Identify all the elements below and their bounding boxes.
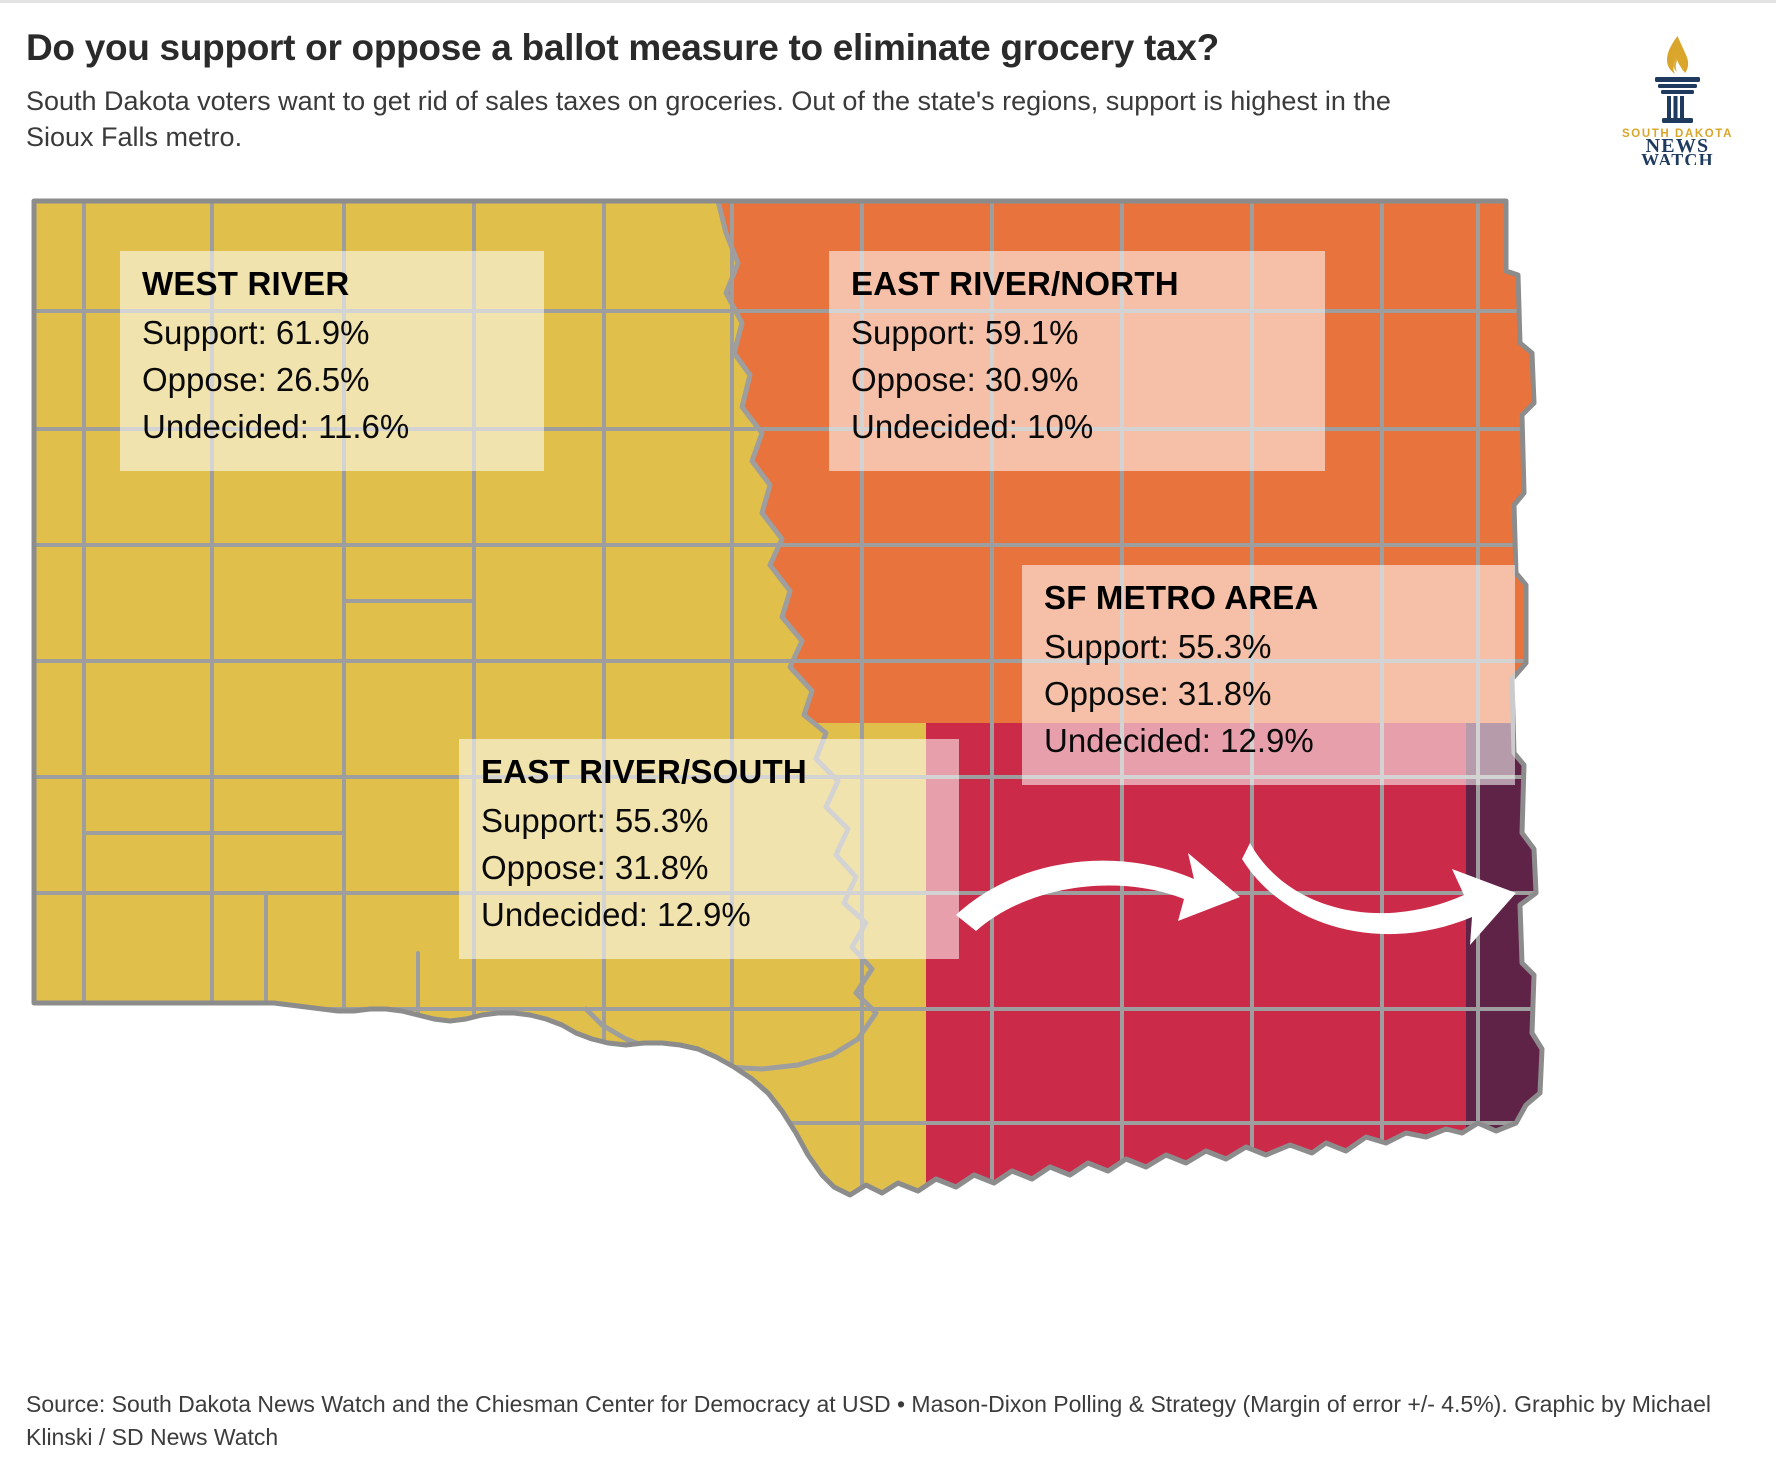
callout-title-east-river-south: EAST RIVER/SOUTH [481, 753, 807, 790]
logo-word-news: NEWS [1646, 135, 1710, 157]
header: Do you support or oppose a ballot measur… [26, 26, 1586, 155]
callout-oppose-west-river: Oppose: 26.5% [142, 360, 370, 398]
callout-title-sf-metro: SF METRO AREA [1044, 579, 1319, 616]
page-subtitle: South Dakota voters want to get rid of s… [26, 85, 1391, 152]
callout-oppose-east-river-north: Oppose: 30.9% [851, 360, 1079, 398]
callout-title-west-river: WEST RIVER [142, 265, 350, 302]
region-fill-sf-metro [1466, 723, 1542, 1195]
callout-support-sf-metro: Support: 55.3% [1044, 628, 1272, 665]
callout-oppose-sf-metro: Oppose: 31.8% [1044, 674, 1272, 712]
callout-sf-metro: SF METRO AREA Support: 55.3% Oppose: 31.… [1022, 565, 1515, 785]
callout-oppose-east-river-south: Oppose: 31.8% [481, 848, 709, 886]
callout-undecided-east-river-north: Undecided: 10% [851, 407, 1094, 445]
sd-news-watch-logo: SOUTH DAKOTA NEWS WATCH [1615, 30, 1740, 165]
map-pointer-arrows [956, 843, 1516, 945]
callout-undecided-west-river: Undecided: 11.6% [142, 407, 410, 445]
callout-undecided-sf-metro: Undecided: 12.9% [1044, 721, 1314, 759]
state-outline [31, 198, 1545, 1198]
page-title: Do you support or oppose a ballot measur… [26, 27, 1219, 68]
callout-support-east-river-south: Support: 55.3% [481, 802, 709, 839]
logo-top-line: SOUTH DAKOTA [1622, 128, 1733, 140]
arrow-one-icon [956, 853, 1240, 931]
top-divider [0, 0, 1776, 3]
callout-east-river-south: EAST RIVER/SOUTH Support: 55.3% Oppose: … [459, 739, 959, 959]
callout-support-east-river-north: Support: 59.1% [851, 314, 1079, 351]
logo-word-watch: WATCH [1641, 150, 1714, 165]
callout-support-west-river: Support: 61.9% [142, 314, 370, 351]
callout-title-east-river-north: EAST RIVER/NORTH [851, 265, 1179, 302]
logo-torch-icon: SOUTH DAKOTA NEWS WATCH [1622, 36, 1733, 165]
callout-east-river-north: EAST RIVER/NORTH Support: 59.1% Oppose: … [829, 251, 1325, 471]
callout-west-river: WEST RIVER Support: 61.9% Oppose: 26.5% … [120, 251, 544, 471]
callout-undecided-east-river-south: Undecided: 12.9% [481, 895, 751, 933]
arrow-two-icon [1242, 843, 1516, 945]
source-credit: Source: South Dakota News Watch and the … [26, 1391, 1711, 1451]
region-fill-east-river-south [926, 723, 1542, 1195]
